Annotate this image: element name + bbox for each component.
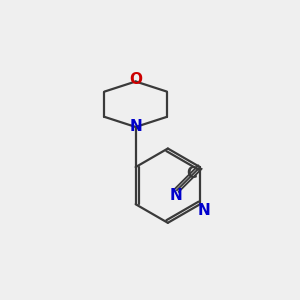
Text: N: N	[197, 203, 210, 218]
Text: C: C	[186, 166, 197, 181]
Text: N: N	[170, 188, 183, 203]
Text: O: O	[129, 72, 142, 87]
Text: N: N	[129, 119, 142, 134]
